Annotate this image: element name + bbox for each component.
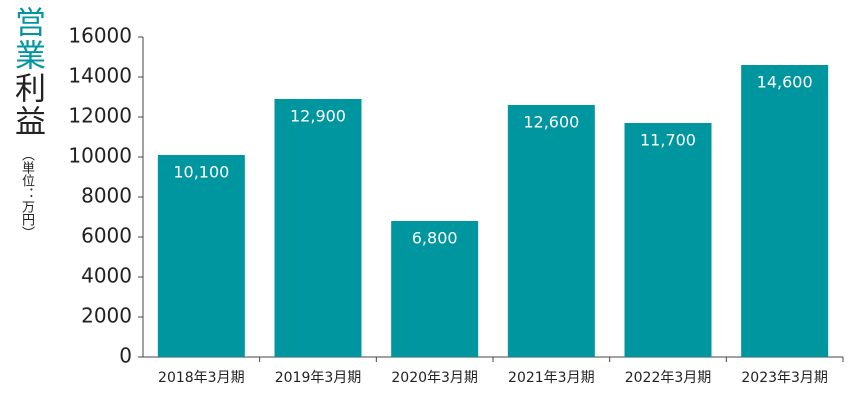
y-tick-label: 12000 <box>68 104 132 128</box>
value-label: 10,100 <box>173 163 229 182</box>
x-tick-label: 2023年3月期 <box>741 370 828 386</box>
bar <box>624 123 712 357</box>
x-tick-label: 2021年3月期 <box>508 370 595 386</box>
y-unit: （単位：万円） <box>19 148 34 239</box>
x-tick-label: 2018年3月期 <box>158 370 245 386</box>
x-tick-label: 2022年3月期 <box>625 370 712 386</box>
y-tick-label: 10000 <box>68 144 132 168</box>
y-tick-label: 6000 <box>81 224 132 248</box>
y-title-highlight: 営業 <box>9 6 45 72</box>
y-tick-label: 2000 <box>81 304 132 328</box>
bar <box>157 155 245 357</box>
y-tick-label: 8000 <box>81 184 132 208</box>
bar <box>391 221 479 357</box>
value-label: 14,600 <box>757 73 813 92</box>
value-label: 11,700 <box>640 131 696 150</box>
y-axis-title: 営業利益 <box>8 6 46 138</box>
bar <box>507 105 595 357</box>
y-tick-label: 4000 <box>81 264 132 288</box>
value-label: 12,900 <box>290 107 346 126</box>
value-label: 6,800 <box>412 229 458 248</box>
y-tick-label: 16000 <box>68 24 132 48</box>
y-title-rest: 利益 <box>9 72 45 138</box>
bar <box>274 99 362 357</box>
bar <box>741 65 829 357</box>
value-label: 12,600 <box>523 113 579 132</box>
x-tick-label: 2020年3月期 <box>391 370 478 386</box>
x-tick-label: 2019年3月期 <box>275 370 362 386</box>
y-tick-label: 0 <box>119 344 132 368</box>
y-tick-label: 14000 <box>68 64 132 88</box>
